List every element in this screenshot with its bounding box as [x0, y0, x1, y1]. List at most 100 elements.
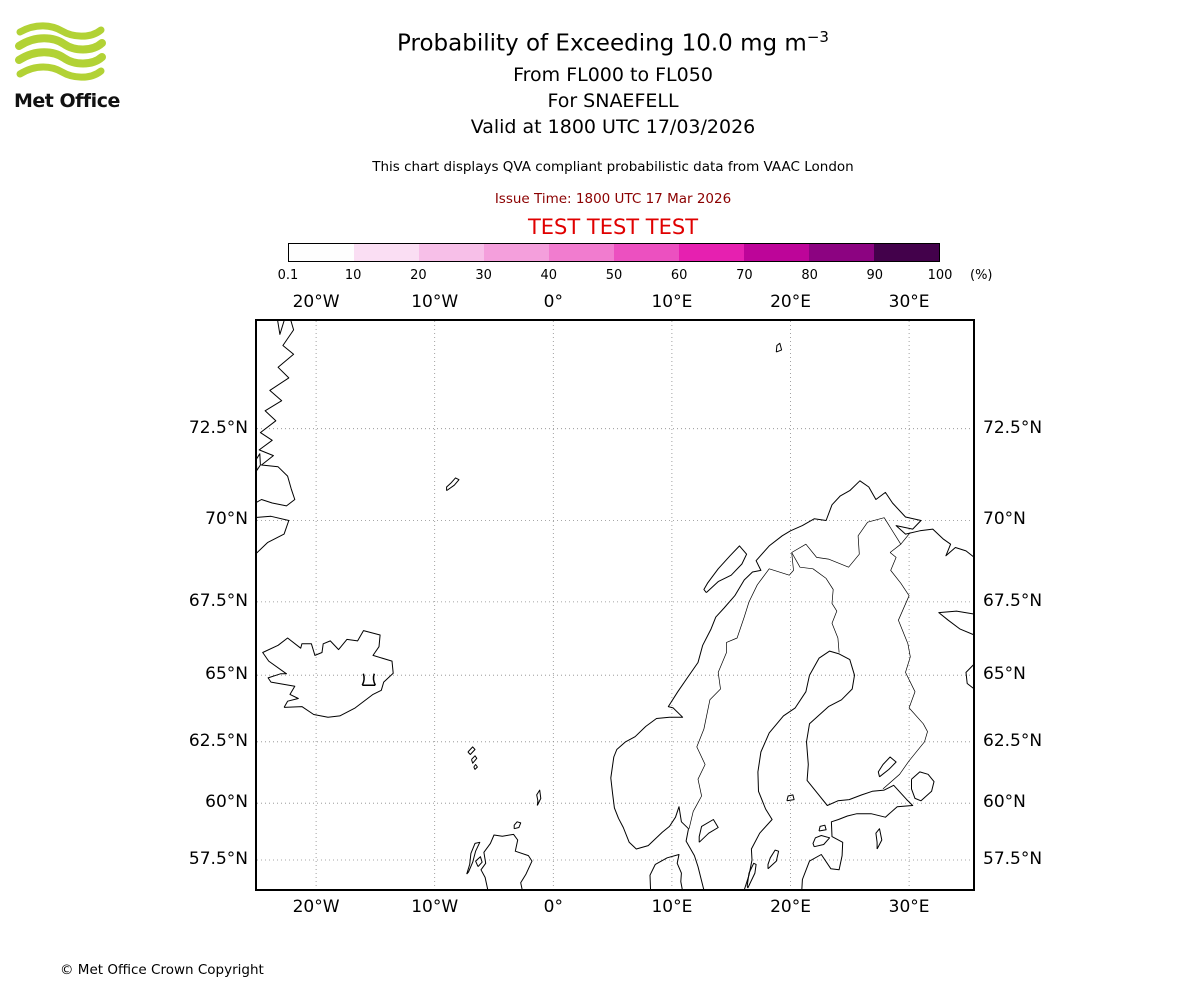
- colorbar-segment: [874, 244, 939, 261]
- lat-label-left: 72.5°N: [188, 417, 248, 438]
- coastline-bear-island: [775, 342, 783, 353]
- chart-title: Probability of Exceeding 10.0 mg m−3: [13, 28, 1200, 57]
- coastline-faroe-mid: [471, 755, 478, 764]
- probability-colorbar: 0.1 10 20 30 40 50 60 70 80 90 100 (%): [278, 243, 993, 303]
- coastline-greenland-scoresby: [257, 515, 290, 554]
- lat-label-right: 60°N: [983, 792, 1026, 813]
- colorbar-tick-label: 10: [344, 268, 362, 283]
- qva-compliance-note: This chart displays QVA compliant probab…: [372, 159, 854, 175]
- coastline-iceland: [262, 630, 394, 718]
- lat-label-left: 60°N: [205, 792, 248, 813]
- map-frame: [255, 319, 975, 891]
- colorbar-segment: [744, 244, 809, 261]
- volcano-symbol: [361, 673, 376, 686]
- border-finland-russia: [882, 552, 928, 790]
- subtitle-volcano-name: For SNAEFELL: [547, 90, 679, 112]
- colorbar-tick-label: 100: [927, 268, 953, 283]
- logo-text: Met Office: [14, 90, 120, 112]
- coastline-baltic-coast: [744, 650, 914, 889]
- coastline-gotland: [767, 849, 780, 870]
- lat-label-left: 70°N: [205, 509, 248, 530]
- colorbar-tick-label: 60: [670, 268, 688, 283]
- lon-label-top: 20°E: [770, 292, 811, 312]
- lat-label-right: 70°N: [983, 509, 1026, 530]
- met-office-logo: Met Office: [14, 22, 134, 112]
- lon-label-bottom: 0°: [543, 897, 563, 917]
- subtitle-flight-levels: From FL000 to FL050: [513, 64, 713, 86]
- coastline-hiiumaa: [818, 824, 827, 832]
- colorbar-segment: [354, 244, 419, 261]
- lon-label-bottom: 20°E: [770, 897, 811, 917]
- colorbar-segment: [809, 244, 874, 261]
- lon-label-bottom: 10°E: [651, 897, 693, 917]
- map-svg: [257, 321, 973, 889]
- coastline-greenland-islet: [257, 453, 261, 471]
- lat-label-right: 57.5°N: [983, 849, 1043, 869]
- lon-label-top: 10°E: [651, 292, 693, 312]
- title-exponent: −3: [806, 28, 829, 46]
- subtitle-valid-time: Valid at 1800 UTC 17/03/2026: [470, 116, 756, 138]
- border-sweden-finland: [791, 552, 840, 653]
- coastline-orkney: [513, 821, 522, 830]
- coastline-oland: [746, 862, 757, 889]
- colorbar-segment: [679, 244, 744, 261]
- lon-label-top: 0°: [543, 292, 563, 312]
- lat-label-left: 57.5°N: [188, 849, 248, 869]
- colorbar-tick-label: 20: [410, 268, 427, 283]
- colorbar-tick-label: 0.1: [277, 268, 299, 283]
- lat-label-left: 62.5°N: [188, 730, 248, 751]
- coastline-hebrides: [466, 841, 481, 875]
- coastline-white-sea-karelia: [965, 664, 973, 689]
- coastline-shetland: [536, 789, 542, 806]
- colorbar-tick-label: 90: [866, 268, 884, 283]
- colorbar-tick-label: 50: [605, 268, 623, 283]
- logo-waves-icon: [15, 22, 106, 81]
- coastline-white-sea-kandalaksha: [938, 610, 973, 636]
- test-banner: TEST TEST TEST: [527, 215, 699, 239]
- lon-label-top: 30°E: [888, 292, 930, 312]
- lon-label-bottom: 10°W: [411, 897, 459, 917]
- coastline-lake-ladoga: [911, 771, 935, 802]
- lat-label-right: 65°N: [983, 664, 1026, 685]
- colorbar-unit: (%): [970, 268, 993, 283]
- colorbar-tick-label: 40: [540, 268, 558, 283]
- coastline-lake-peipus: [875, 828, 883, 850]
- coastline-faroe-north: [467, 746, 476, 755]
- colorbar-segment: [289, 244, 354, 261]
- coastline-lofoten: [703, 545, 748, 593]
- border-norway-russia: [900, 532, 911, 545]
- colorbar-segment: [419, 244, 484, 261]
- colorbar-tick-label: 30: [475, 268, 492, 283]
- lat-label-right: 62.5°N: [983, 730, 1043, 751]
- lat-label-left: 67.5°N: [188, 590, 248, 611]
- chart-title-text: Probability of Exceeding 10.0 mg m: [397, 30, 807, 57]
- copyright-notice: © Met Office Crown Copyright: [60, 962, 264, 978]
- coastline-denmark-jutland: [649, 854, 683, 889]
- lon-label-top: 20°W: [292, 292, 340, 312]
- coastline-greenland-coast: [257, 321, 296, 507]
- coastline-jan-mayen: [446, 477, 460, 492]
- colorbar-tick-label: 70: [736, 268, 753, 283]
- coastline-lake-saimaa: [877, 756, 897, 778]
- border-norway-sweden: [688, 552, 794, 829]
- coastline-norway-sweden-west-coast: [610, 480, 973, 889]
- coastline-scotland: [480, 833, 533, 889]
- coastline-faroe-south: [473, 764, 478, 770]
- issue-time: Issue Time: 1800 UTC 17 Mar 2026: [494, 191, 732, 207]
- colorbar-segments: [288, 243, 940, 262]
- lon-label-bottom: 30°E: [888, 897, 930, 917]
- colorbar-tick-labels: 0.1 10 20 30 40 50 60 70 80 90 100: [278, 262, 953, 283]
- colorbar-segment: [484, 244, 549, 261]
- lon-label-bottom: 20°W: [292, 897, 340, 917]
- colorbar-segment: [614, 244, 679, 261]
- border-finland-norway: [791, 517, 902, 568]
- colorbar-segment: [549, 244, 614, 261]
- coastline-saaremaa: [812, 835, 831, 848]
- colorbar-tick-label: 80: [801, 268, 818, 283]
- coastline-lake-vanern: [698, 819, 719, 843]
- volcano-icon: [361, 673, 376, 686]
- coastline-aland: [786, 794, 795, 802]
- lat-label-right: 72.5°N: [983, 417, 1043, 438]
- lat-label-left: 65°N: [205, 664, 248, 685]
- coastline-skye: [475, 856, 483, 867]
